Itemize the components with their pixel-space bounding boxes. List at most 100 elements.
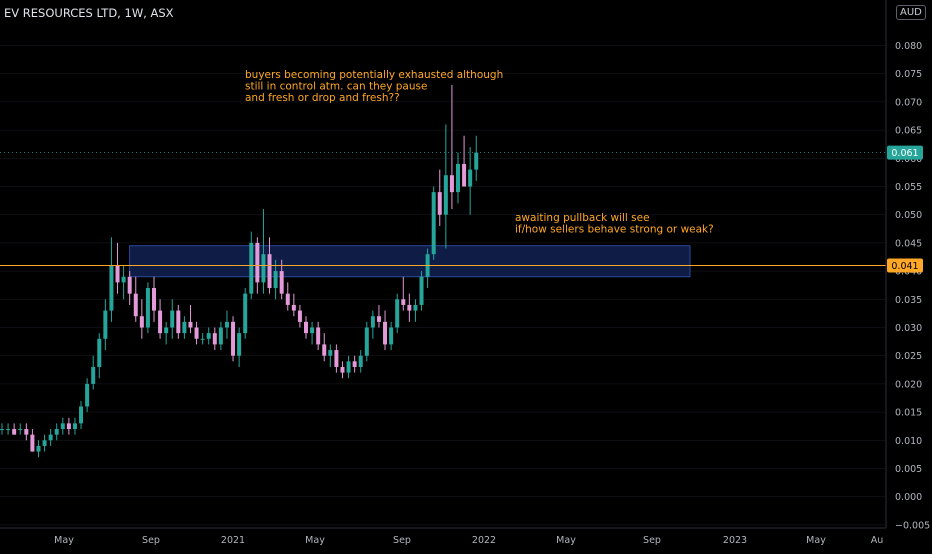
y-tick-label: 0.025 bbox=[895, 351, 922, 362]
x-tick-label: May bbox=[305, 535, 325, 546]
price-axis[interactable]: 0.0800.0750.0700.0650.0600.0550.0500.045… bbox=[885, 0, 932, 550]
y-tick-label: 0.070 bbox=[895, 97, 922, 108]
candle-body bbox=[389, 327, 394, 345]
y-tick-label: 0.035 bbox=[895, 295, 922, 306]
candle-body bbox=[139, 316, 144, 328]
candle-body bbox=[42, 440, 47, 446]
candle-body bbox=[297, 310, 302, 322]
candle-body bbox=[352, 361, 357, 367]
y-tick-label: 0.030 bbox=[895, 323, 922, 334]
candle-body bbox=[85, 383, 90, 407]
candle-body bbox=[376, 316, 381, 322]
y-tick-label: 0.020 bbox=[895, 379, 922, 390]
candle-body bbox=[395, 299, 400, 328]
candle-body bbox=[267, 254, 272, 289]
candle-body bbox=[255, 242, 260, 283]
candle-body bbox=[334, 350, 339, 367]
last-price-label: 0.061 bbox=[891, 148, 918, 159]
candle-body bbox=[200, 338, 205, 340]
candle-body bbox=[474, 152, 479, 170]
y-tick-label: 0.050 bbox=[895, 210, 922, 221]
candle-body bbox=[12, 429, 17, 435]
annotation-right-line: awaiting pullback will see bbox=[515, 212, 650, 224]
candle-body bbox=[182, 321, 187, 334]
candle-body bbox=[218, 327, 223, 345]
y-tick-label: 0.055 bbox=[895, 182, 922, 193]
y-tick-label: −0.005 bbox=[895, 520, 930, 531]
candle-body bbox=[54, 429, 59, 435]
candle-body bbox=[36, 445, 41, 452]
candle-body bbox=[407, 304, 412, 311]
candle-body bbox=[206, 333, 211, 339]
candle-body bbox=[109, 265, 114, 311]
y-tick-label: 0.005 bbox=[895, 464, 922, 475]
candle-body bbox=[401, 299, 406, 305]
candle-body bbox=[145, 288, 150, 328]
y-tick-label: 0.065 bbox=[895, 126, 922, 137]
candle-body bbox=[79, 406, 84, 424]
x-tick-label: Sep bbox=[142, 535, 160, 546]
x-tick-label: May bbox=[556, 535, 576, 546]
candle-body bbox=[249, 242, 254, 294]
candle-body bbox=[285, 293, 290, 305]
annotation-top-line: and fresh or drop and fresh?? bbox=[245, 92, 400, 104]
x-tick-label: Au bbox=[871, 535, 884, 546]
candle-body bbox=[194, 327, 199, 339]
annotation-right-line: if/how sellers behave strong or weak? bbox=[515, 224, 714, 236]
candle-body bbox=[66, 423, 71, 430]
level-price-label: 0.041 bbox=[891, 261, 918, 272]
candle-body bbox=[304, 321, 308, 334]
candle-body bbox=[188, 321, 193, 328]
candle-body bbox=[224, 321, 229, 328]
candle-body bbox=[370, 316, 375, 328]
candle-body bbox=[346, 361, 351, 373]
candle-body bbox=[72, 423, 77, 430]
candle-body bbox=[243, 293, 248, 334]
x-tick-label: 2023 bbox=[723, 535, 747, 546]
candle-body bbox=[103, 310, 108, 339]
y-tick-label: 0.015 bbox=[895, 408, 922, 419]
candle-body bbox=[279, 271, 284, 294]
candle-body bbox=[413, 304, 418, 311]
candle-body bbox=[291, 304, 296, 311]
candle-body bbox=[231, 321, 236, 356]
candle-body bbox=[431, 192, 436, 255]
candle-body bbox=[30, 434, 35, 452]
annotation-top-line: buyers becoming potentially exhausted al… bbox=[245, 69, 503, 81]
candle-body bbox=[170, 310, 175, 328]
candle-body bbox=[468, 169, 473, 187]
grid-layer bbox=[0, 45, 886, 526]
candle-body bbox=[97, 338, 102, 367]
candle-body bbox=[364, 327, 369, 356]
candle-body bbox=[18, 429, 23, 431]
candle-body bbox=[273, 271, 278, 289]
candle-body bbox=[383, 321, 388, 345]
time-axis[interactable]: May Sep 2021 May Sep 2022 May Sep 2023 May Au bbox=[0, 527, 886, 546]
candle-body bbox=[443, 175, 448, 215]
candle-body bbox=[456, 163, 460, 193]
candle-body bbox=[91, 366, 96, 384]
x-tick-label: May bbox=[54, 535, 74, 546]
candle-body bbox=[176, 310, 181, 334]
candle-body bbox=[358, 355, 363, 367]
x-tick-label: Sep bbox=[643, 535, 661, 546]
annotation-top-line: still in control atm. can they pause bbox=[245, 81, 427, 93]
candle-body bbox=[60, 423, 65, 430]
candle-body bbox=[24, 429, 29, 435]
candle-body bbox=[0, 429, 4, 431]
currency-badge[interactable]: AUD bbox=[896, 5, 926, 20]
x-tick-label: May bbox=[806, 535, 826, 546]
candle-body bbox=[152, 288, 156, 311]
candle-body bbox=[316, 327, 321, 345]
x-tick-label: 2022 bbox=[472, 535, 496, 546]
candle-body bbox=[127, 276, 132, 294]
candle-body bbox=[462, 163, 467, 187]
candle-body bbox=[261, 254, 266, 283]
candle-body bbox=[437, 192, 442, 215]
candle-body bbox=[237, 333, 242, 356]
candle-body bbox=[340, 366, 345, 373]
x-tick-label: Sep bbox=[393, 535, 411, 546]
zone-layer bbox=[129, 245, 691, 278]
